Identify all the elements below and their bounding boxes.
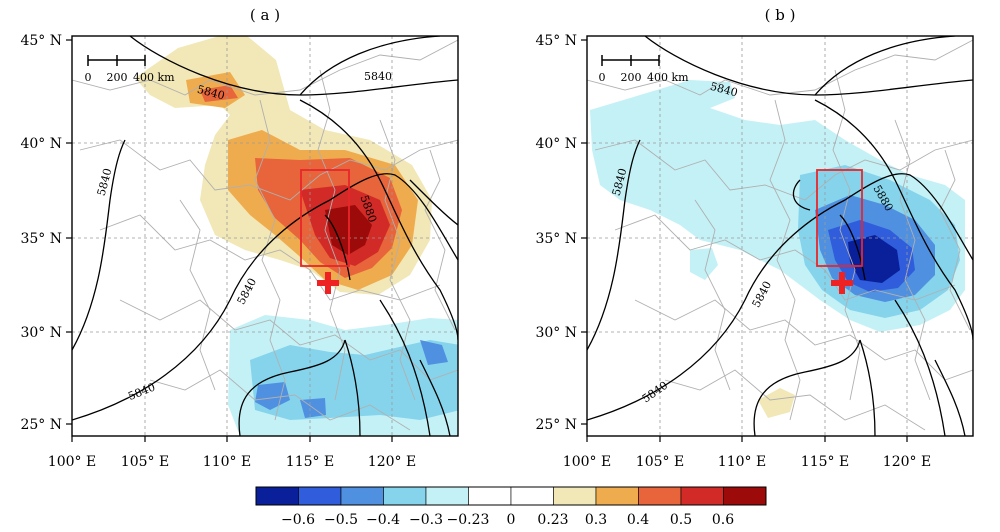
colorbar-label: 0.23 xyxy=(537,512,568,528)
scale-label: 400 km xyxy=(133,71,175,84)
lon-label: 120° E xyxy=(368,454,416,470)
lon-label: 110° E xyxy=(718,454,766,470)
scale-label: 200 xyxy=(621,71,642,84)
colorbar-swatch xyxy=(340,486,384,506)
contour-label: 5840 xyxy=(235,276,260,307)
panel-a: ( a ) xyxy=(20,6,459,470)
plus-icon xyxy=(317,272,339,294)
lat-label: 30° N xyxy=(20,325,62,341)
panel-b-borders xyxy=(587,39,973,431)
panel-a-frame xyxy=(71,35,459,437)
panel-b-grid xyxy=(587,36,973,436)
lat-label: 25° N xyxy=(535,417,577,433)
panel-a-lat-labels: 45° N 40° N 35° N 30° N 25° N xyxy=(20,33,62,433)
colorbar-label: −0.4 xyxy=(366,512,400,528)
panel-b-ticks xyxy=(581,39,908,442)
lon-label: 100° E xyxy=(48,454,96,470)
lat-label: 40° N xyxy=(20,136,62,152)
lat-label: 30° N xyxy=(535,325,577,341)
panel-a-shading xyxy=(135,36,458,436)
colorbar-swatch xyxy=(425,486,469,506)
panel-b-title: ( b ) xyxy=(765,6,796,24)
panel-b-lat-labels: 45° N 40° N 35° N 30° N 25° N xyxy=(535,33,577,433)
panel-b-lon-labels: 100° E 105° E 110° E 115° E 120° E xyxy=(563,454,931,470)
panel-a-contours xyxy=(72,36,458,436)
scale-label: 400 km xyxy=(647,71,689,84)
contour-label: 5840 xyxy=(364,70,392,83)
colorbar-swatch xyxy=(468,486,512,506)
scale-label: 200 xyxy=(107,71,128,84)
plus-icon xyxy=(831,272,853,294)
lon-label: 115° E xyxy=(801,454,849,470)
panel-b-scale-bar: 0 200 400 km xyxy=(599,55,689,84)
colorbar-label: 0.6 xyxy=(712,512,734,528)
colorbar-label: −0.5 xyxy=(324,512,358,528)
lon-label: 115° E xyxy=(286,454,334,470)
colorbar-swatch xyxy=(595,486,639,506)
lon-label: 105° E xyxy=(636,454,684,470)
lat-label: 35° N xyxy=(20,231,62,247)
colorbar-swatch xyxy=(383,486,427,506)
panel-b-frame xyxy=(586,35,974,437)
colorbar-frame xyxy=(255,486,767,506)
panel-a-lon-labels: 100° E 105° E 110° E 115° E 120° E xyxy=(48,454,416,470)
colorbar: −0.6 −0.5 −0.4 −0.3 −0.23 0 0.23 0.3 0.4… xyxy=(255,486,767,528)
lat-label: 40° N xyxy=(535,136,577,152)
colorbar-label: 0.4 xyxy=(627,512,649,528)
colorbar-label: 0.5 xyxy=(670,512,692,528)
contour-label: 5840 xyxy=(126,380,157,403)
lat-label: 45° N xyxy=(535,33,577,49)
panel-a-title: ( a ) xyxy=(250,6,280,24)
colorbar-swatch xyxy=(510,486,554,506)
colorbar-swatch xyxy=(553,486,597,506)
scale-label: 0 xyxy=(85,71,92,84)
scale-label: 0 xyxy=(599,71,606,84)
colorbar-label: −0.3 xyxy=(409,512,443,528)
colorbar-swatches xyxy=(255,486,767,506)
colorbar-swatch xyxy=(680,486,724,506)
colorbar-label: 0.3 xyxy=(585,512,607,528)
lat-label: 25° N xyxy=(20,417,62,433)
panel-a-ticks xyxy=(66,39,393,442)
study-region-box xyxy=(816,169,863,267)
colorbar-label: −0.6 xyxy=(281,512,315,528)
lon-label: 100° E xyxy=(563,454,611,470)
colorbar-label: 0 xyxy=(507,512,516,528)
colorbar-swatch xyxy=(638,486,682,506)
panel-b: ( b ) xyxy=(535,6,974,470)
colorbar-swatch xyxy=(723,486,767,506)
colorbar-swatch xyxy=(298,486,342,506)
panel-a-grid xyxy=(72,36,458,436)
panel-b-shading xyxy=(590,80,965,418)
lat-label: 45° N xyxy=(20,33,62,49)
lon-label: 110° E xyxy=(203,454,251,470)
lon-label: 105° E xyxy=(121,454,169,470)
contour-label: 5840 xyxy=(640,379,670,406)
lon-label: 120° E xyxy=(883,454,931,470)
panel-b-contours xyxy=(587,36,973,436)
colorbar-swatch xyxy=(255,486,299,506)
lat-label: 35° N xyxy=(535,231,577,247)
colorbar-labels: −0.6 −0.5 −0.4 −0.3 −0.23 0 0.23 0.3 0.4… xyxy=(281,512,734,528)
study-region-box xyxy=(300,169,350,267)
panel-a-scale-bar: 0 200 400 km xyxy=(85,55,175,84)
colorbar-label: −0.23 xyxy=(447,512,490,528)
